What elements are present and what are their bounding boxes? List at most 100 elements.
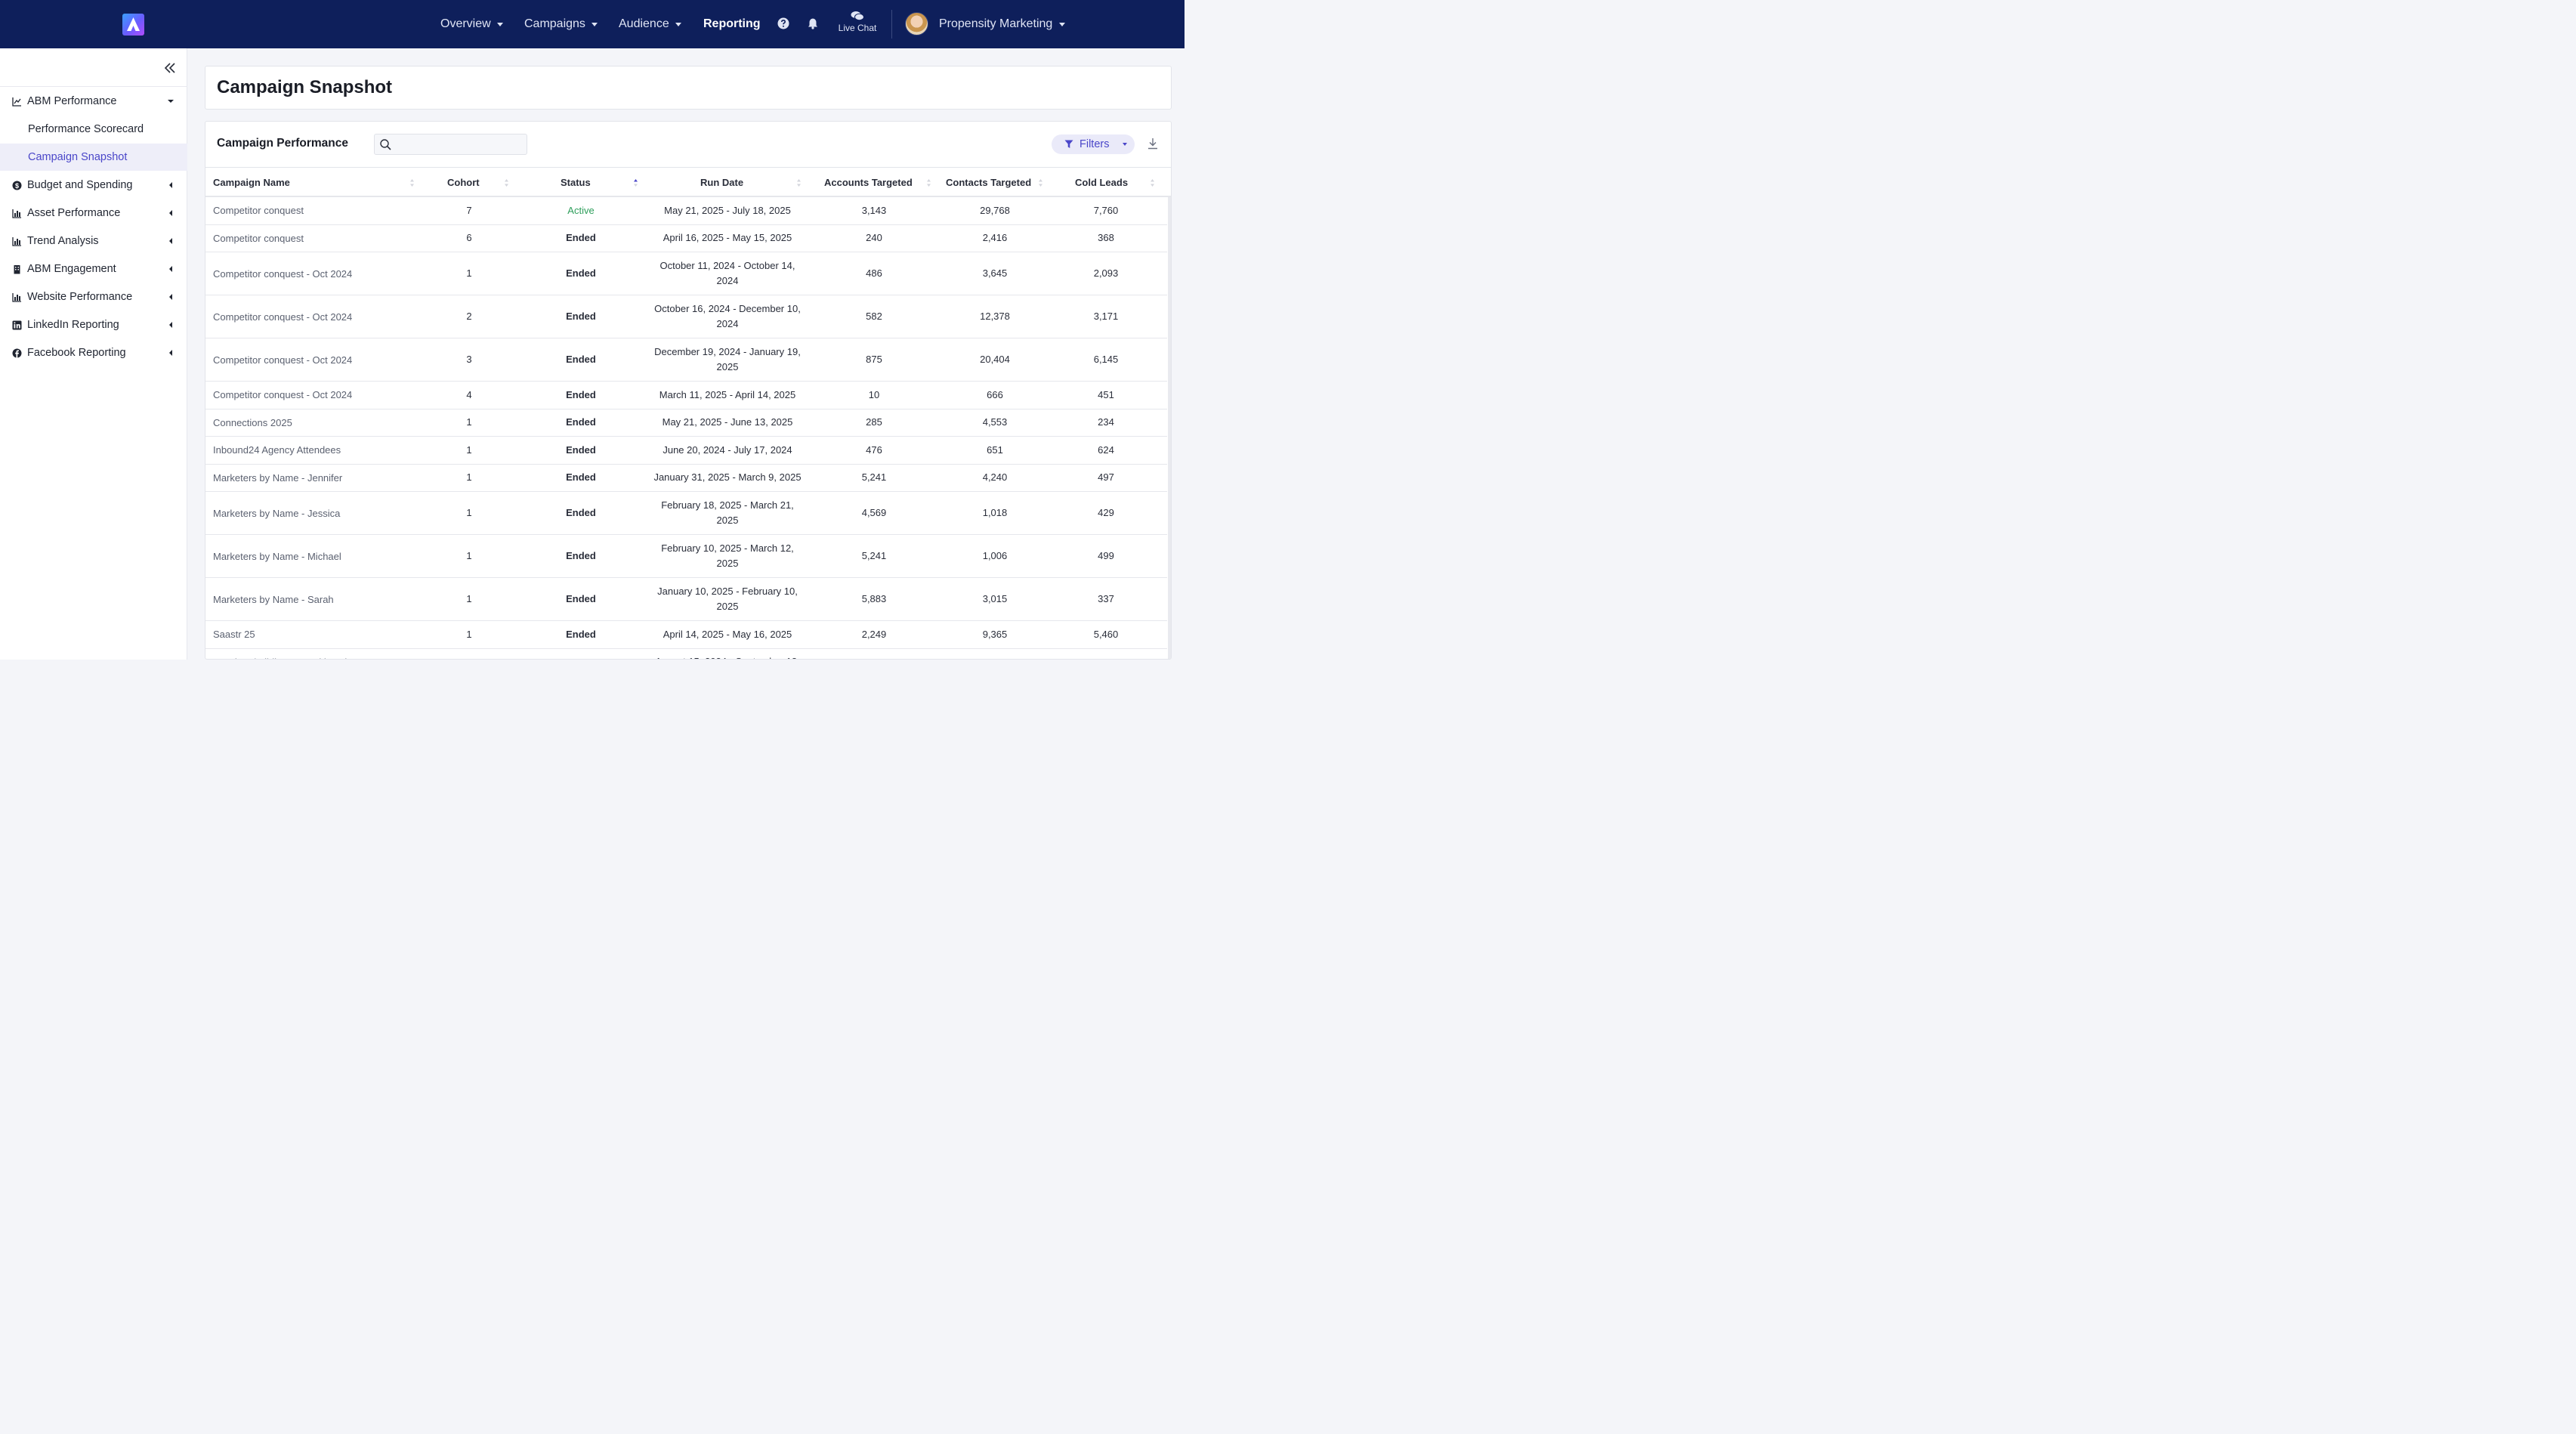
column-header-status[interactable]: Status (561, 176, 591, 188)
nav-audience[interactable]: Audience (619, 15, 681, 33)
cell-run-date: March 11, 2025 - April 14, 2025 (644, 382, 811, 409)
run-date-line: 2025 (716, 601, 739, 612)
column-header-accounts-targeted[interactable]: Accounts Targeted (824, 176, 913, 188)
bar-chart-icon (12, 292, 21, 302)
cell-contacts: 20,404 (980, 354, 1010, 365)
sort-icon[interactable] (1150, 178, 1155, 187)
sidebar: ABM Performance Performance Scorecard Ca… (0, 48, 187, 660)
table-row[interactable]: Marketers by Name - Michael 1 Ended Februar… (205, 535, 1167, 578)
cell-contacts: 1,006 (982, 550, 1008, 561)
sidebar-item-label: ABM Performance (27, 95, 117, 107)
table-row[interactable]: Competitor conquest - Oct 2024 1 Ended Octo… (205, 252, 1167, 295)
table-row[interactable]: Connections 2025 1 Ended May 21, 2025 - Jun… (205, 409, 1167, 437)
sort-icon[interactable] (926, 178, 931, 187)
sort-icon[interactable] (409, 178, 415, 187)
cell-run-date: December 19, 2024 - January 19, 2025 (644, 338, 811, 381)
sidebar-item-asset-performance[interactable]: Asset Performance (0, 199, 187, 227)
sidebar-item-abm-performance[interactable]: ABM Performance (0, 88, 187, 115)
search-input[interactable] (396, 138, 523, 151)
table-row[interactable]: Marketers by Name - Jessica 1 Ended Februar… (205, 492, 1167, 535)
table-row[interactable]: Terminus/Triblio Competitive List - Augu… (205, 649, 1167, 660)
table-row[interactable]: Saastr 25 1 Ended April 14, 2025 - May 16, … (205, 621, 1167, 649)
sidebar-item-website-performance[interactable]: Website Performance (0, 283, 187, 311)
sidebar-item-trend-analysis[interactable]: Trend Analysis (0, 227, 187, 255)
chevron-left-icon (169, 350, 172, 356)
column-header-cold-leads[interactable]: Cold Leads (1075, 176, 1129, 188)
cell-cold: 499 (1098, 550, 1114, 561)
bell-icon[interactable] (806, 17, 820, 30)
linkedin-icon (12, 320, 22, 329)
chevron-down-icon (1059, 22, 1066, 26)
column-header-contacts-targeted[interactable]: Contacts Targeted (946, 176, 1032, 188)
nav-reporting[interactable]: Reporting (703, 15, 761, 33)
table-row[interactable]: Inbound24 Agency Attendees 1 Ended June 20,… (205, 437, 1167, 465)
cell-cold: 3,171 (1093, 311, 1119, 322)
sidebar-item-campaign-snapshot[interactable]: Campaign Snapshot (0, 144, 187, 171)
table-row[interactable]: Competitor conquest - Oct 2024 4 Ended Marc… (205, 382, 1167, 409)
cell-accounts: 476 (866, 443, 882, 456)
table-row[interactable]: Competitor conquest - Oct 2024 2 Ended Octo… (205, 295, 1167, 338)
cell-status: Ended (566, 388, 596, 400)
run-date-text: April 16, 2025 - May 15, 2025 (663, 230, 792, 246)
table-row[interactable]: Marketers by Name - Jennifer 1 Ended Januar… (205, 465, 1167, 492)
sort-ascending-icon[interactable] (633, 178, 638, 187)
sidebar-item-abm-engagement[interactable]: ABM Engagement (0, 255, 187, 283)
sort-icon[interactable] (796, 178, 802, 187)
run-date-line: October 16, 2024 - December 10, (654, 303, 801, 314)
user-menu[interactable]: Propensity Marketing (939, 15, 1066, 33)
table-row[interactable]: Competitor conquest - Oct 2024 3 Ended Dece… (205, 338, 1167, 382)
download-icon[interactable] (1147, 138, 1158, 150)
run-date-text: January 31, 2025 - March 9, 2025 (653, 470, 801, 485)
sort-icon[interactable] (1038, 178, 1043, 187)
cell-name: Marketers by Name - Jessica (213, 507, 341, 519)
nav-campaigns-label: Campaigns (524, 17, 585, 30)
live-chat-button[interactable]: Live Chat (835, 11, 880, 38)
cell-cold: 624 (1098, 443, 1114, 456)
sidebar-item-performance-scorecard[interactable]: Performance Scorecard (0, 116, 187, 143)
question-circle-icon[interactable] (777, 17, 790, 30)
chart-icon (12, 97, 21, 107)
sidebar-item-linkedin-reporting[interactable]: LinkedIn Reporting (0, 311, 187, 338)
building-icon (14, 264, 20, 274)
cell-contacts (957, 649, 1033, 660)
collapse-sidebar-icon[interactable] (163, 62, 177, 74)
column-header-cohort[interactable]: Cohort (447, 176, 480, 188)
table-row[interactable]: Competitor conquest 6 Ended April 16, 2025 … (205, 225, 1167, 252)
cell-cohort: 1 (466, 267, 472, 279)
cell-cold: 451 (1098, 388, 1114, 400)
sidebar-item-facebook-reporting[interactable]: Facebook Reporting (0, 339, 187, 366)
cell-cold: 497 (1098, 471, 1114, 484)
cell-name: Competitor conquest - Oct 2024 (213, 389, 353, 401)
table-scrollbar[interactable] (1168, 197, 1171, 659)
bar-chart-icon (12, 209, 21, 218)
cell-contacts: 651 (987, 443, 1003, 456)
nav-campaigns[interactable]: Campaigns (524, 15, 598, 33)
sort-icon[interactable] (504, 178, 509, 187)
column-header-run-date[interactable]: Run Date (700, 176, 744, 188)
cell-cohort: 1 (466, 443, 472, 456)
run-date-text: January 10, 2025 - February 10, 2025 (657, 584, 798, 614)
table-row[interactable]: Marketers by Name - Sarah 1 Ended January 1… (205, 578, 1167, 621)
sidebar-item-label: Budget and Spending (27, 179, 133, 191)
run-date-text: May 21, 2025 - June 13, 2025 (663, 415, 793, 430)
cell-run-date: June 20, 2024 - July 17, 2024 (644, 437, 811, 464)
column-header-campaign-name[interactable]: Campaign Name (213, 176, 290, 188)
run-date-line: 2024 (716, 275, 739, 286)
cell-cohort: 1 (466, 593, 472, 604)
nav-overview[interactable]: Overview (440, 15, 503, 33)
cell-cohort: 7 (466, 204, 472, 216)
svg-text:$: $ (15, 182, 19, 190)
sidebar-item-label: LinkedIn Reporting (27, 319, 119, 331)
search-field[interactable] (374, 134, 527, 155)
avatar[interactable] (905, 12, 928, 36)
run-date-line: May 21, 2025 - June 13, 2025 (662, 416, 793, 428)
cell-accounts: 486 (866, 267, 882, 279)
sidebar-item-budget-and-spending[interactable]: $ Budget and Spending (0, 172, 187, 199)
filters-button[interactable]: Filters (1052, 134, 1135, 154)
campaign-performance-card: Campaign Performance Filters Campaign Na… (205, 121, 1172, 660)
app-logo[interactable] (122, 14, 144, 36)
run-date-line: October 11, 2024 - October 14, (659, 260, 795, 271)
cell-cold: 6,145 (1093, 354, 1119, 365)
table-row[interactable]: Competitor conquest 7 Active May 21, 2025 -… (205, 197, 1167, 225)
cell-run-date: May 21, 2025 - June 13, 2025 (644, 409, 811, 437)
